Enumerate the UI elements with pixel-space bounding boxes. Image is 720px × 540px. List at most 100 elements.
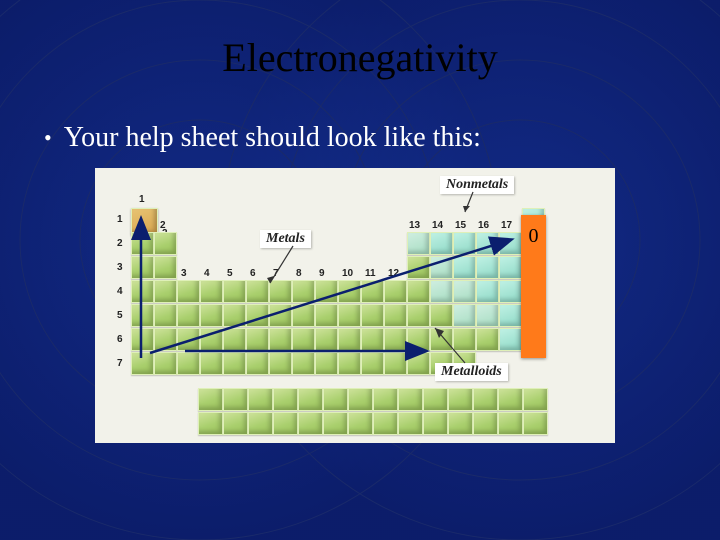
element-cell [523,388,548,411]
element-cell [373,388,398,411]
group-label: 9 [319,268,325,279]
element-cell [473,412,498,435]
metals-label: Metals [260,230,311,248]
element-cell [246,328,269,351]
element-cell [499,280,522,303]
element-cell [338,304,361,327]
group-label: 14 [432,220,443,231]
group-label: 11 [365,268,376,279]
group-label: 3 [181,268,187,279]
periodic-table-figure: 12345671223456789101112131415161718 Meta… [95,168,615,443]
noble-gas-value: 0 [521,215,546,248]
noble-gas-highlight: 0 [521,215,546,358]
element-cell [223,328,246,351]
element-cell [315,328,338,351]
element-cell [476,256,499,279]
group-label: 7 [273,268,279,279]
element-cell [269,328,292,351]
element-cell [292,352,315,375]
element-cell [430,232,453,255]
element-cell [131,232,154,255]
element-cell [384,280,407,303]
element-cell [499,232,522,255]
group-label: 5 [227,268,233,279]
element-cell [223,280,246,303]
element-cell [177,280,200,303]
element-cell [223,352,246,375]
element-cell [246,304,269,327]
element-cell [200,352,223,375]
element-cell [131,280,154,303]
element-cell [198,388,223,411]
element-cell [338,328,361,351]
element-cell [430,280,453,303]
element-cell [269,304,292,327]
element-cell [448,388,473,411]
element-cell [154,304,177,327]
slide-title: Electronegativity [0,34,720,81]
bullet-dot: • [44,122,52,154]
element-cell [200,328,223,351]
element-cell [384,328,407,351]
group-label: 12 [388,268,399,279]
bullet-line: • Your help sheet should look like this: [44,122,481,154]
element-cell [131,352,154,375]
element-cell [223,412,248,435]
element-cell [248,412,273,435]
group-label: 17 [501,220,512,231]
period-label: 6 [117,334,123,345]
element-cell [498,412,523,435]
element-cell [348,412,373,435]
period-label: 7 [117,358,123,369]
element-cell [407,328,430,351]
lanthanide-row [198,388,548,411]
group-label: 6 [250,268,256,279]
element-cell [361,328,384,351]
actinide-row [198,412,548,435]
element-cell [453,304,476,327]
element-cell [338,280,361,303]
group-label: 10 [342,268,353,279]
group-label: 2 [160,220,166,231]
element-cell [407,352,430,375]
element-cell [131,208,158,235]
element-cell [499,328,522,351]
bullet-text: Your help sheet should look like this: [64,122,481,154]
group-label: 13 [409,220,420,231]
element-cell [338,352,361,375]
element-cell [273,388,298,411]
element-cell [430,256,453,279]
element-cell [476,328,499,351]
group-label: 16 [478,220,489,231]
element-cell [407,304,430,327]
element-cell [154,352,177,375]
element-cell [154,256,177,279]
element-cell [273,412,298,435]
element-cell [154,328,177,351]
element-cell [131,304,154,327]
element-cell [292,304,315,327]
element-cell [384,304,407,327]
nonmetals-label: Nonmetals [440,176,514,194]
metalloids-label: Metalloids [435,363,508,381]
element-cell [131,256,154,279]
element-cell [398,388,423,411]
element-cell [423,412,448,435]
element-cell [453,328,476,351]
element-cell [246,280,269,303]
element-cell [315,280,338,303]
period-label: 2 [117,238,123,249]
element-cell [348,388,373,411]
element-cell [246,352,269,375]
element-cell [498,388,523,411]
element-cell [453,256,476,279]
element-cell [361,352,384,375]
element-cell [499,256,522,279]
element-cell [473,388,498,411]
element-cell [298,388,323,411]
group-label: 1 [139,194,145,205]
period-label: 1 [117,214,123,225]
element-cell [361,280,384,303]
element-cell [200,304,223,327]
element-cell [248,388,273,411]
